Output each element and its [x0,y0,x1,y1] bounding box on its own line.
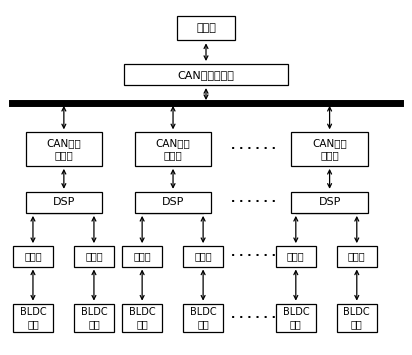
Bar [135,192,211,213]
Bar [183,304,223,332]
Text: 驱动器: 驱动器 [348,251,365,261]
Bar [13,304,53,332]
Bar [26,192,102,213]
Bar [291,132,368,166]
Text: BLDC
电机: BLDC 电机 [344,306,370,329]
Text: BLDC
电机: BLDC 电机 [190,306,216,329]
Text: CAN总线
收发器: CAN总线 收发器 [312,138,347,160]
Text: · · · · · ·: · · · · · · [231,197,276,207]
Text: DSP: DSP [162,197,184,207]
Text: DSP: DSP [53,197,75,207]
Bar [337,246,377,267]
Bar [13,246,53,267]
Bar [122,246,162,267]
Bar [276,246,316,267]
Bar [26,132,102,166]
Bar [177,16,235,40]
Text: BLDC
电机: BLDC 电机 [81,306,107,329]
Text: · · · · · ·: · · · · · · [231,251,276,261]
Bar [124,64,288,85]
Text: CAN总线适配器: CAN总线适配器 [178,70,234,80]
Text: · · · · · ·: · · · · · · [231,313,276,323]
Text: CAN总线
收发器: CAN总线 收发器 [47,138,81,160]
Bar [183,246,223,267]
Bar [135,132,211,166]
Bar [291,192,368,213]
Text: 驱动器: 驱动器 [133,251,151,261]
Text: 上位机: 上位机 [196,23,216,33]
Text: BLDC
电机: BLDC 电机 [20,306,46,329]
Text: 驱动器: 驱动器 [24,251,42,261]
Bar [337,304,377,332]
Text: 驱动器: 驱动器 [194,251,212,261]
Text: DSP: DSP [318,197,341,207]
Text: CAN总线
收发器: CAN总线 收发器 [156,138,190,160]
Text: 驱动器: 驱动器 [85,251,103,261]
Text: BLDC
电机: BLDC 电机 [283,306,309,329]
Bar [276,304,316,332]
Bar [74,246,114,267]
Bar [74,304,114,332]
Bar [122,304,162,332]
Text: · · · · · ·: · · · · · · [231,144,276,154]
Text: BLDC
电机: BLDC 电机 [129,306,155,329]
Text: 驱动器: 驱动器 [287,251,304,261]
